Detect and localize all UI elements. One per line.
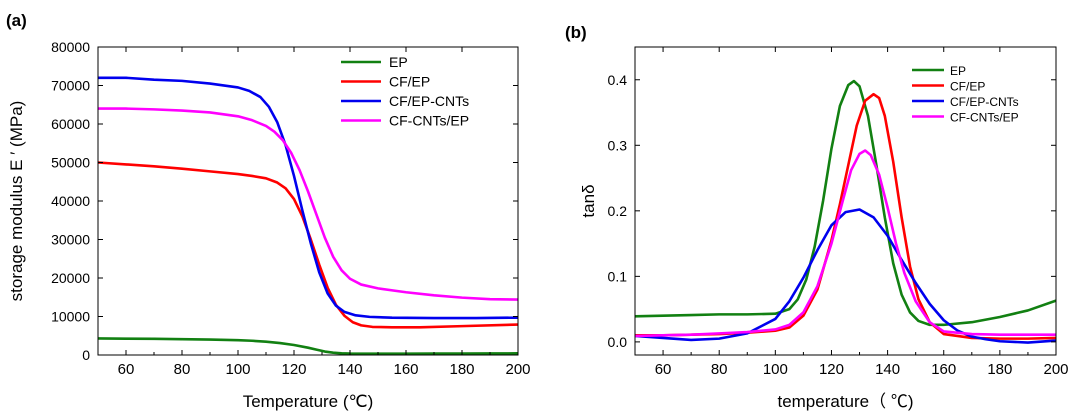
legend-label-0: EP <box>950 64 966 78</box>
y-tick-label: 80000 <box>51 39 90 55</box>
y-tick-label: 50000 <box>51 155 90 171</box>
legend-label-1: CF/EP <box>950 80 985 94</box>
y-tick-label: 0 <box>82 347 90 363</box>
y-tick-label: 0.0 <box>608 334 628 350</box>
y-tick-label: 40000 <box>51 193 90 209</box>
y-tick-label: 0.2 <box>608 203 628 219</box>
panel-label: (a) <box>6 11 27 30</box>
x-tick-label: 200 <box>505 361 530 378</box>
x-tick-label: 100 <box>225 361 250 378</box>
x-axis-title: Temperature (℃) <box>243 392 374 411</box>
legend-label-2: CF/EP-CNTs <box>950 95 1019 109</box>
x-tick-label: 160 <box>393 361 418 378</box>
x-tick-label: 80 <box>174 361 191 378</box>
series-line-3 <box>635 149 1056 338</box>
y-tick-label: 0.1 <box>608 268 628 284</box>
legend-label-1: CF/EP <box>389 74 430 90</box>
y-tick-label: 70000 <box>51 78 90 94</box>
panel-label: (b) <box>565 23 587 42</box>
panel-a: (a) 60 80 100 120 140 160 180 200 0 10000 20000 3000… <box>6 11 531 411</box>
y-tick-label: 60000 <box>51 116 90 132</box>
y-tick-label: 30000 <box>51 232 90 248</box>
x-tick-label: 140 <box>875 361 900 378</box>
x-tick-label: 100 <box>763 361 788 378</box>
series-line-1 <box>635 92 1056 340</box>
x-tick-label: 180 <box>987 361 1012 378</box>
y-tick-label: 10000 <box>51 309 90 325</box>
x-tick-label: 60 <box>655 361 672 378</box>
legend-label-3: CF-CNTs/EP <box>389 113 469 129</box>
x-tick-label: 80 <box>711 361 728 378</box>
y-axis-title: storage modulus E ′ (MPa) <box>7 101 26 302</box>
series-line-1 <box>98 161 518 329</box>
x-axis-title: temperature（ ℃) <box>777 392 913 411</box>
x-tick-label: 60 <box>118 361 135 378</box>
x-tick-label: 120 <box>281 361 306 378</box>
series-line-2 <box>635 208 1056 344</box>
x-tick-label: 160 <box>931 361 956 378</box>
y-axis-title: tanδ <box>579 184 598 217</box>
legend-label-0: EP <box>389 54 408 70</box>
plot-frame <box>634 46 1057 356</box>
series-lines <box>98 76 518 355</box>
x-tick-label: 120 <box>819 361 844 378</box>
series-lines <box>635 79 1056 344</box>
x-tick-label: 200 <box>1043 361 1068 378</box>
series-line-2 <box>98 76 518 320</box>
series-line-3 <box>98 107 518 301</box>
y-tick-label: 0.3 <box>608 137 628 153</box>
x-tick-label: 180 <box>449 361 474 378</box>
legend-label-3: CF-CNTs/EP <box>950 111 1019 125</box>
x-tick-label: 140 <box>337 361 362 378</box>
y-tick-label: 20000 <box>51 270 90 286</box>
panel-b: (b) 60 80 100 120 140 160 180 200 0.0 0.1 0.2 0.3 0.4… <box>565 23 1069 411</box>
y-tick-label: 0.4 <box>608 72 628 88</box>
legend-label-2: CF/EP-CNTs <box>389 93 469 109</box>
series-line-0 <box>98 337 518 355</box>
legend: EP CF/EP CF/EP-CNTs CF-CNTs/EP <box>341 54 469 129</box>
